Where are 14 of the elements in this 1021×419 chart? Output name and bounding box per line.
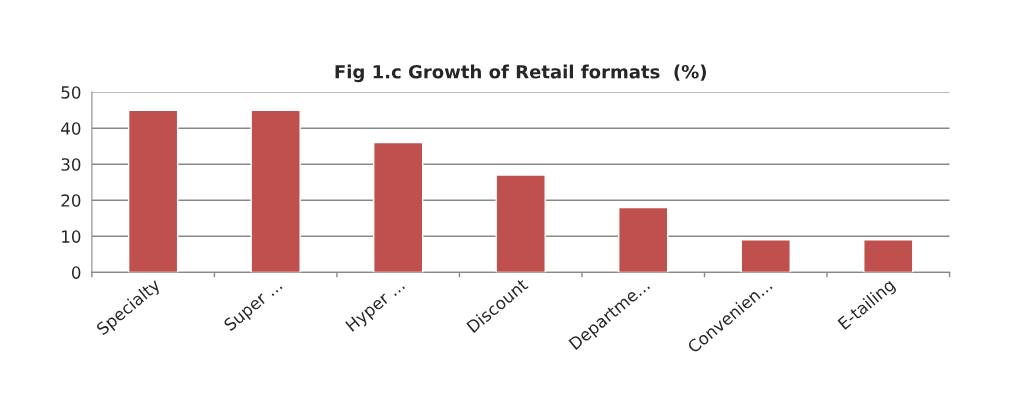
bar [250,109,301,273]
y-tick-label: 40 [61,122,81,135]
y-tick-label: 50 [61,86,81,99]
bar [618,206,669,273]
bar [127,109,179,273]
y-tick-label: 0 [71,266,81,279]
y-tick-label: 20 [61,194,81,207]
bar [372,141,424,273]
bar [863,239,914,273]
y-tick-label: 10 [62,230,81,243]
bar [495,174,546,273]
bar [740,239,791,273]
chart-title: Fig 1.c Growth of Retail formats (%) [335,64,706,83]
y-tick-label: 30 [61,158,81,171]
